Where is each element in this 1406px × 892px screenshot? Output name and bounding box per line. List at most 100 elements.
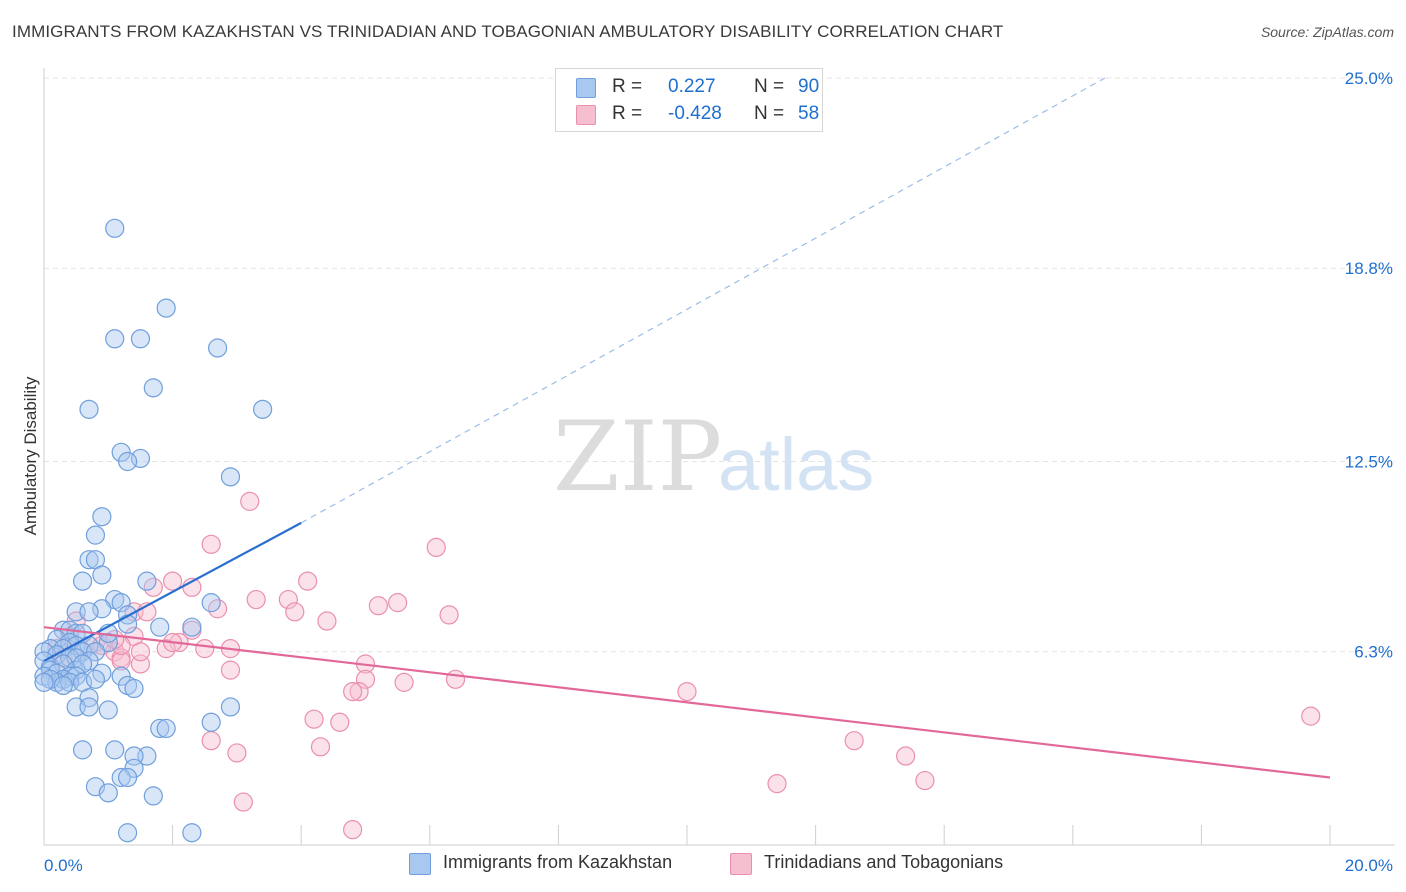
stats-swatch-kazakhstan [576, 78, 596, 98]
kazakhstan-point [220, 697, 241, 717]
trinidadian-point [896, 746, 916, 766]
kazakhstan-point [137, 571, 157, 591]
kazakhstan-point [72, 571, 93, 591]
grid-layer [44, 77, 1395, 653]
kazakhstan-point [150, 617, 170, 637]
trinidadian-point [201, 731, 221, 751]
trinidadian-point [343, 820, 363, 840]
kazakhstan-point [105, 329, 125, 349]
axis-layer: 6.3% 12.5% 18.8% 25.0% 0.0% 20.0% [43, 68, 1395, 875]
stats-box: R = 0.227 N = 90 R = -0.428 N = 58 [555, 68, 823, 132]
legend-label-kazakhstan: Immigrants from Kazakhstan [443, 852, 673, 872]
trinidadian-point [439, 605, 459, 625]
kazakhstan-point [85, 525, 106, 545]
trinidadian-point [163, 571, 183, 591]
stats-n-label: N = [754, 103, 785, 124]
kazakhstan-point [79, 550, 99, 570]
trinidadian-point [233, 792, 253, 812]
trinidadian-point [304, 709, 324, 729]
watermark: ZIP atlas [553, 401, 874, 513]
trinidadian-point [246, 589, 266, 610]
kazakhstan-point [117, 451, 138, 472]
x-tick-label: 20.0% [1345, 856, 1393, 875]
y-tick-label: 12.5% [1345, 453, 1393, 472]
kazakhstan-point [124, 678, 144, 699]
trinidadian-point [317, 611, 337, 631]
kazakhstan-point [105, 218, 125, 238]
y-tick-label: 25.0% [1345, 69, 1393, 88]
series-trinidadian-points [47, 491, 1321, 840]
trinidadian-point [130, 642, 151, 662]
trinidadian-point [285, 602, 305, 622]
kazakhstan-point [79, 399, 99, 419]
kazakhstan-point [130, 329, 151, 349]
kazakhstan-point [117, 767, 138, 788]
stats-n-label: N = [754, 76, 785, 97]
trinidadian-point [677, 681, 697, 702]
trinidadian-point [201, 534, 221, 554]
kazakhstan-point [111, 593, 131, 613]
trinidadian-point [426, 537, 446, 558]
kazakhstan-point [92, 507, 112, 527]
trinidadian-point [227, 743, 247, 763]
trinidadian-point [355, 669, 376, 689]
kazakhstan-point [208, 338, 228, 358]
trinidadian-point [330, 712, 350, 732]
kazakhstan-point [156, 718, 176, 739]
trinidadian-point [915, 770, 935, 791]
trinidadian-point [394, 672, 414, 692]
trinidadian-point [343, 681, 363, 702]
kazakhstan-point [143, 378, 163, 398]
x-tick-label: 0.0% [44, 856, 83, 875]
chart-source: Source: ZipAtlas.com [1260, 24, 1394, 40]
kazakhstan-point [156, 298, 176, 318]
kazakhstan-point [201, 712, 221, 732]
stats-r-label: R = [612, 76, 643, 97]
chart-title: IMMIGRANTS FROM KAZAKHSTAN VS TRINIDADIA… [12, 22, 1004, 41]
kazakhstan-point [98, 700, 118, 720]
series-kazakhstan-points [34, 218, 273, 843]
kazakhstan-point [98, 783, 118, 803]
kazakhstan-point [79, 602, 99, 622]
trinidadian-point [445, 669, 466, 689]
stats-swatch-trinidadian [576, 105, 596, 125]
kazakhstan-point [150, 718, 170, 739]
trinidadian-point [1301, 706, 1321, 726]
stats-r-label: R = [612, 103, 643, 124]
trinidadian-point [278, 589, 298, 610]
kazakhstan-point [182, 617, 202, 637]
trinidadian-point [111, 651, 131, 671]
y-tick-label: 18.8% [1345, 259, 1393, 278]
trinidadian-point [195, 639, 215, 659]
y-tick-label: 6.3% [1354, 643, 1393, 662]
trend-lines [43, 77, 1331, 779]
kazakhstan-point [92, 565, 112, 585]
trinidadian-point [844, 731, 864, 751]
kazakhstan-point [111, 767, 131, 788]
legend-label-trinidadian: Trinidadians and Tobagonians [764, 852, 1004, 872]
kazakhstan-point [117, 614, 138, 634]
kazakhstan-trend-line [43, 521, 302, 662]
stats-r-value: 0.227 [668, 76, 716, 97]
kazakhstan-point [182, 823, 202, 843]
kazakhstan-point [143, 786, 163, 806]
trinidadian-point [349, 681, 369, 702]
trinidadian-trend-line [43, 626, 1331, 779]
trinidadian-point [388, 593, 408, 613]
stats-n-value: 90 [798, 76, 820, 97]
kazakhstan-point [201, 593, 221, 613]
legend-swatch-trinidadian [730, 853, 752, 875]
kazakhstan-point [220, 467, 241, 487]
kazakhstan-point [72, 740, 93, 760]
stats-r-value: -0.428 [668, 103, 722, 124]
y-axis-title: Ambulatory Disability [21, 376, 40, 535]
watermark-atlas: atlas [718, 423, 874, 506]
trinidadian-point [767, 774, 787, 794]
kazakhstan-point [79, 697, 99, 717]
kazakhstan-point [85, 669, 106, 689]
stats-n-value: 58 [798, 103, 820, 124]
trinidadian-point [240, 491, 260, 511]
kazakhstan-point [53, 675, 73, 696]
watermark-zip: ZIP [553, 401, 722, 513]
